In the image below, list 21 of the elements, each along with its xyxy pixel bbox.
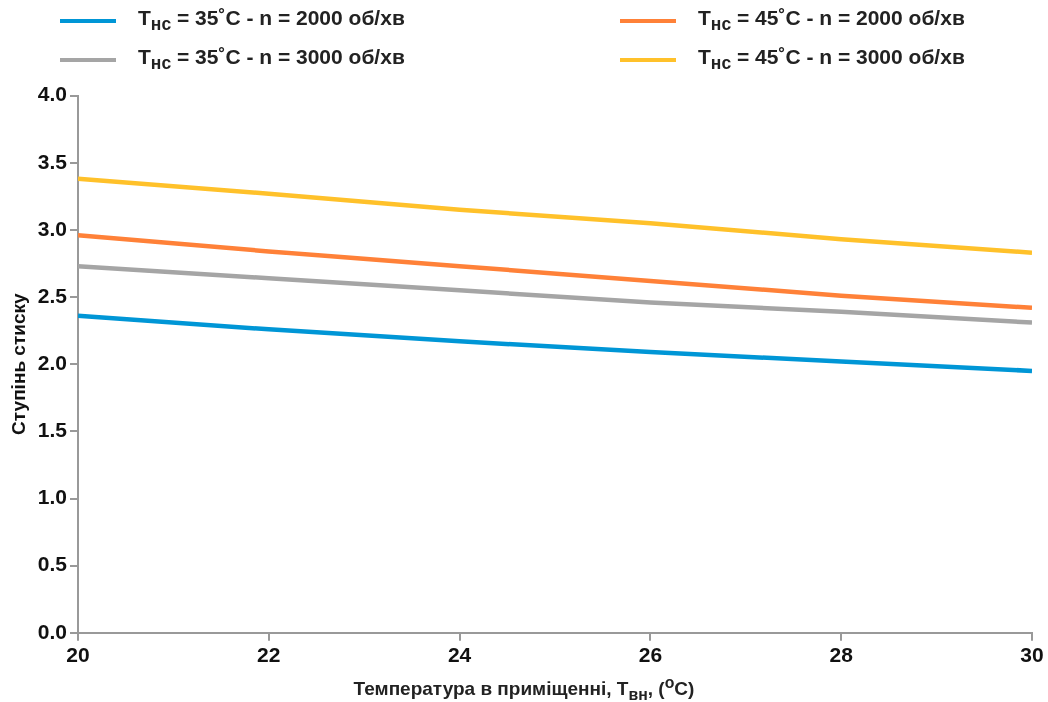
x-tick-label: 20 xyxy=(66,643,90,667)
x-tick-label: 30 xyxy=(1020,643,1044,667)
y-tick-label: 1.0 xyxy=(37,485,67,509)
x-axis-title: Температура в приміщенні, T$_{вн}$, ($^{o}$C) xyxy=(352,674,696,702)
y-tick-label: 3.0 xyxy=(37,216,67,240)
y-tick-label: 0.5 xyxy=(37,552,68,576)
y-tick-label: 1.5 xyxy=(37,418,68,442)
legend-label: T$_{нс}$ = 35˚C - n = 2000 об/хв xyxy=(138,6,405,36)
y-tick-label: 2.5 xyxy=(37,283,68,307)
y-tick-label: 2.0 xyxy=(37,351,67,374)
legend-label: T$_{нс}$ = 45˚C - n = 3000 об/хв xyxy=(698,45,965,75)
x-tick-label: 28 xyxy=(829,643,854,667)
y-axis-title: Ступінь стиску xyxy=(7,293,29,435)
y-tick-label: 3.5 xyxy=(37,149,68,173)
y-tick-label: 4.0 xyxy=(37,82,67,106)
legend-label: T$_{нс}$ = 45˚C - n = 2000 об/хв xyxy=(698,6,965,36)
x-tick-label: 22 xyxy=(257,643,281,667)
legend-label: T$_{нс}$ = 35˚C - n = 3000 об/хв xyxy=(138,45,405,75)
x-tick-label: 24 xyxy=(447,643,472,667)
y-tick-label: 0.0 xyxy=(37,619,67,643)
x-tick-label: 26 xyxy=(638,643,663,667)
